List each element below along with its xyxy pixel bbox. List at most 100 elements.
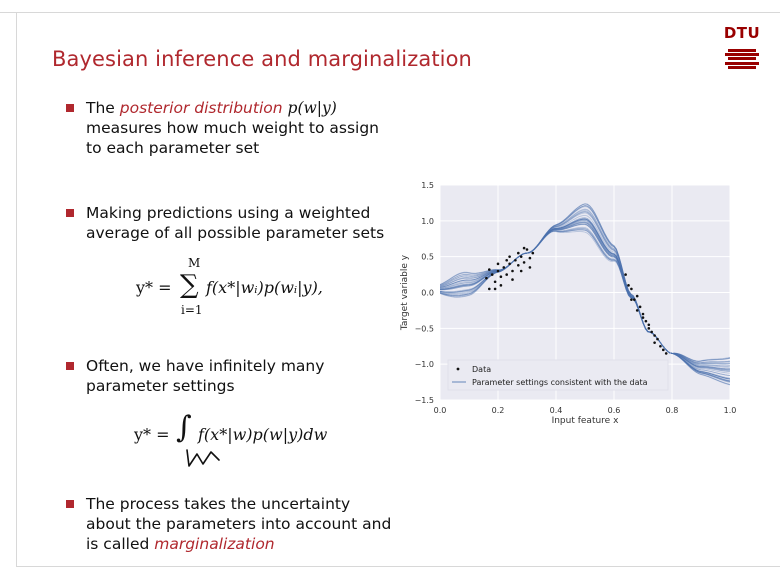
bullet-infinite-settings: Often, we have infinitely many parameter… (66, 356, 396, 396)
sample-curve (440, 219, 730, 365)
int-body: f(x*|w)p(w|y)dw (198, 425, 328, 444)
data-point (653, 341, 656, 344)
x-tick-label: 0.8 (666, 406, 679, 415)
data-point (499, 275, 503, 279)
data-point (488, 287, 491, 291)
data-point (635, 309, 639, 312)
bullet-marker (66, 362, 74, 370)
data-point (493, 287, 497, 291)
logo-mark-icon (725, 49, 759, 69)
data-point (522, 246, 526, 250)
sample-curve (440, 231, 730, 371)
data-point (511, 278, 514, 281)
x-tick-label: 0.6 (608, 406, 621, 415)
data-point (531, 251, 535, 255)
x-tick-label: 0.2 (492, 406, 505, 415)
data-point (635, 294, 639, 298)
data-point (493, 280, 497, 284)
frame-border-top (0, 12, 780, 13)
data-point (499, 284, 503, 287)
y-tick-label: −1.0 (415, 360, 434, 369)
data-point (630, 287, 633, 291)
x-tick-label: 0.4 (550, 406, 563, 415)
legend-box (447, 359, 669, 391)
sample-curve (440, 229, 730, 385)
sample-curves (440, 203, 730, 386)
sample-curve (440, 209, 730, 383)
legend-data-marker (456, 367, 460, 371)
logo-text: DTU (723, 24, 761, 42)
data-point (522, 261, 526, 264)
y-tick-label: −0.5 (415, 324, 434, 333)
sum-lhs: y* = (136, 278, 172, 297)
bullet-marker (66, 104, 74, 112)
sample-curve (440, 218, 730, 379)
sample-curve (440, 222, 730, 374)
sample-curve (440, 228, 730, 365)
data-point (519, 255, 523, 258)
data-point (511, 269, 514, 273)
x-axis-label: Input feature x (552, 416, 620, 426)
sample-curve (440, 217, 730, 380)
data-point (644, 319, 648, 323)
sum-lower-limit: i=1 (181, 303, 203, 317)
sample-curve (440, 218, 730, 380)
frame-border-left (16, 12, 17, 567)
bullet-marker (66, 500, 74, 508)
sample-curve (440, 205, 730, 370)
data-point (528, 266, 532, 269)
data-point (519, 269, 523, 273)
data-point (517, 251, 520, 255)
y-axis-label: Target variable y (400, 254, 410, 331)
data-point (505, 258, 508, 262)
sample-curve (440, 229, 730, 372)
x-tick-label: 0.0 (434, 406, 447, 415)
data-point (624, 273, 627, 276)
sample-curve (440, 218, 730, 362)
data-point (650, 330, 653, 334)
data-point (485, 276, 488, 280)
data-point (647, 327, 651, 330)
y-tick-label: −1.5 (415, 396, 434, 405)
posterior-samples-chart: 0.0 0.2 0.4 0.6 0.8 1.0 1.5 1.0 0.5 0.0 −0.5 −1.0 −1… (400, 181, 736, 426)
sample-curve (440, 210, 730, 367)
sample-curve (440, 222, 730, 382)
handwritten-annotation-icon (186, 449, 220, 467)
data-point (627, 284, 630, 287)
sample-curve (440, 203, 730, 362)
data-point (653, 334, 656, 337)
data-point (647, 323, 651, 327)
bullet-posterior: The posterior distribution p(w|y) measur… (66, 98, 396, 158)
sum-symbol: ∑ (180, 270, 199, 300)
sample-curve (440, 226, 730, 385)
y-tick-label: 1.0 (421, 217, 434, 226)
data-point (502, 266, 506, 269)
bullet-marker (66, 209, 74, 217)
sample-curve (440, 214, 730, 383)
sample-curve (440, 223, 730, 365)
sample-curve (440, 223, 730, 382)
legend-label-data: Data (472, 365, 491, 374)
data-point (641, 312, 645, 316)
sample-curve (440, 224, 730, 386)
sample-curve (440, 208, 730, 364)
sample-curve (440, 219, 730, 371)
sample-curve (440, 222, 730, 376)
sample-curve (440, 212, 730, 371)
sample-curve (440, 229, 730, 362)
sample-curve (440, 227, 730, 380)
data-point (656, 337, 659, 341)
data-point (528, 256, 532, 260)
sample-curve (440, 220, 730, 367)
sample-curve (440, 203, 730, 364)
y-tick-label: 0.0 (421, 289, 434, 298)
sample-curve (440, 205, 730, 380)
sample-curve (440, 217, 730, 381)
data-point (633, 298, 636, 301)
data-point (525, 248, 529, 251)
sample-curve (440, 221, 730, 370)
y-tick-label: 1.5 (421, 181, 434, 190)
sample-curve (440, 218, 730, 364)
data-point (508, 262, 511, 266)
